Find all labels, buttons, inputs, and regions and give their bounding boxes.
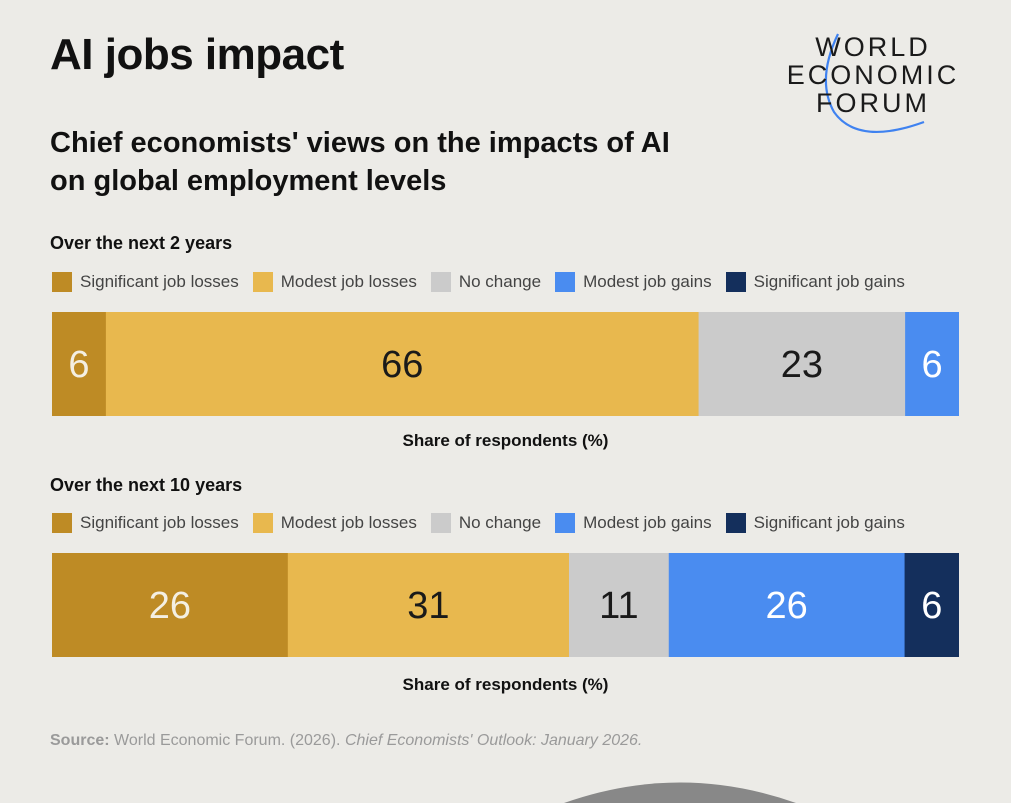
legend-label: Modest job losses	[280, 513, 417, 532]
decorative-arc	[564, 782, 796, 803]
bar-segment-no-change	[698, 312, 906, 416]
panel-1-x-axis-label: Share of respondents (%)	[402, 431, 609, 450]
logo-word-3: FORUM	[816, 88, 930, 118]
logo-arc-icon	[824, 33, 925, 133]
panel-2-x-axis-label: Share of respondents (%)	[402, 675, 609, 694]
bar-segment-significant-job-gains	[904, 553, 959, 657]
source-text: World Economic Forum. (2026).	[114, 732, 341, 749]
stacked-bar-2-years: 6 66 23 6	[52, 312, 959, 416]
legend-item: Modest job losses	[252, 513, 417, 533]
panel-1-legend: Significant job losses Modest job losses…	[52, 271, 919, 293]
legend-label: Significant job gains	[753, 272, 905, 291]
bar-segment-modest-job-gains	[668, 553, 906, 657]
legend-swatch	[52, 272, 72, 292]
bar-segment-significant-job-losses	[52, 553, 289, 657]
bar-value-label: 6	[921, 585, 942, 627]
legend-label: No change	[458, 272, 542, 291]
legend-swatch	[430, 513, 451, 533]
logo-word-1: WORLD	[815, 32, 931, 62]
legend-swatch	[725, 513, 746, 533]
bar-segment-modest-job-losses	[105, 312, 700, 416]
wef-logo: WORLD ECONOMIC FORUM	[778, 30, 968, 142]
bar-segment-significant-job-losses	[52, 312, 107, 416]
legend-item: Significant job losses	[52, 272, 239, 292]
bar-segment-no-change	[568, 553, 670, 657]
legend-swatch	[430, 272, 451, 292]
legend-swatch	[555, 272, 576, 292]
bar-value-label: 31	[407, 585, 449, 627]
legend-item: No change	[430, 272, 542, 292]
legend-label: Significant job losses	[80, 513, 239, 532]
page-subtitle: Chief economists' views on the impacts o…	[50, 127, 670, 197]
legend-item: Significant job gains	[725, 513, 905, 533]
legend-label: Modest job losses	[280, 272, 417, 291]
bar-value-label: 66	[381, 344, 423, 386]
legend-swatch	[252, 272, 273, 292]
legend-item: Significant job losses	[52, 513, 239, 533]
legend-swatch	[52, 513, 72, 533]
panel-1-heading: Over the next 2 years	[50, 233, 233, 253]
panel-2-heading: Over the next 10 years	[50, 475, 243, 495]
legend-swatch	[555, 513, 576, 533]
bar-value-label: 26	[149, 585, 191, 627]
stacked-bar-10-years: 26 31 11 26 6	[52, 553, 959, 657]
legend-label: Modest job gains	[583, 272, 712, 291]
bar-value-label: 6	[68, 344, 89, 386]
legend-label: Significant job gains	[753, 513, 905, 532]
bar-value-label: 26	[766, 585, 808, 627]
legend-label: Modest job gains	[583, 513, 712, 532]
legend-item: Modest job losses	[252, 272, 417, 292]
legend-label: No change	[458, 513, 542, 532]
bar-value-label: 11	[599, 585, 638, 627]
legend-swatch	[252, 513, 273, 533]
legend-swatch	[725, 272, 746, 292]
legend-label: Significant job losses	[80, 272, 239, 291]
legend-item: No change	[430, 513, 542, 533]
legend-item: Modest job gains	[555, 272, 712, 292]
bar-value-label: 6	[921, 344, 942, 386]
logo-word-2: ECONOMIC	[786, 60, 960, 90]
source-publication: Chief Economists' Outlook: January 2026.	[344, 732, 643, 749]
bar-segment-modest-job-gains	[905, 312, 959, 416]
legend-item: Significant job gains	[725, 272, 905, 292]
source-note: Source: World Economic Forum. (2026). Ch…	[50, 732, 642, 750]
legend-item: Modest job gains	[555, 513, 712, 533]
bar-segment-modest-job-losses	[287, 553, 570, 657]
panel-2-legend: Significant job losses Modest job losses…	[52, 512, 919, 534]
bar-value-label: 23	[781, 344, 823, 386]
page-title: AI jobs impact	[50, 30, 344, 79]
source-label: Source:	[50, 732, 110, 749]
